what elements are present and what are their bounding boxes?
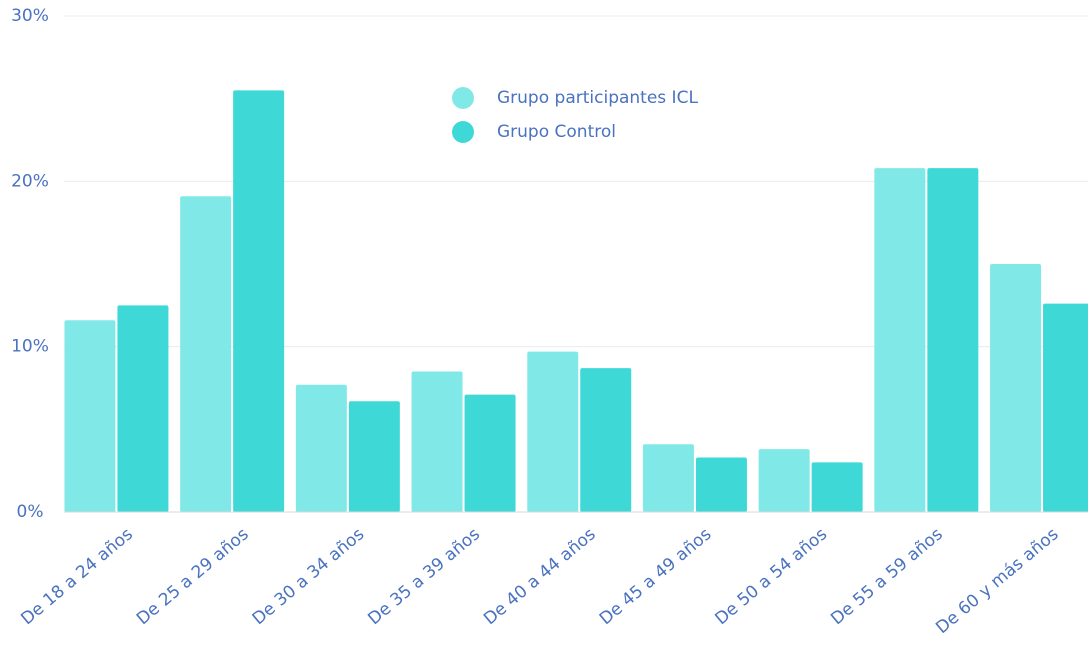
x-tick-label: De 50 a 54 años [712,524,832,629]
bar [758,449,810,512]
bar [411,371,463,512]
bar [695,457,747,512]
bar [642,444,694,512]
legend-marker [452,87,474,109]
legend-marker [452,121,474,143]
x-tick-label: De 40 a 44 años [480,524,600,629]
x-tick-label: De 45 a 49 años [596,524,716,629]
bar [874,168,926,512]
x-tick-label: De 25 a 29 años [133,524,253,629]
bar [990,264,1042,512]
bar [527,351,579,512]
bar [233,90,285,513]
bar [811,462,863,512]
y-tick-label: 20% [11,171,49,191]
bar [180,196,232,513]
y-tick-label: 0% [17,502,44,522]
bar [348,401,400,512]
bar [927,168,979,512]
x-tick-label: De 60 y más años [932,524,1062,638]
x-tick-label: De 30 a 34 años [249,524,369,629]
bar [295,384,347,512]
x-tick-label: De 35 a 39 años [364,524,484,629]
bar [464,394,516,512]
y-tick-label: 30% [11,6,49,26]
y-tick-label: 10% [11,337,49,357]
bar [1043,303,1088,512]
bar [580,368,632,512]
bar [117,305,169,512]
legend-label: Grupo participantes ICL [497,88,698,108]
bar [64,320,116,512]
legend-label: Grupo Control [497,122,616,142]
x-tick-label: De 55 a 59 años [827,524,947,629]
x-tick-label: De 18 a 24 años [17,524,137,629]
